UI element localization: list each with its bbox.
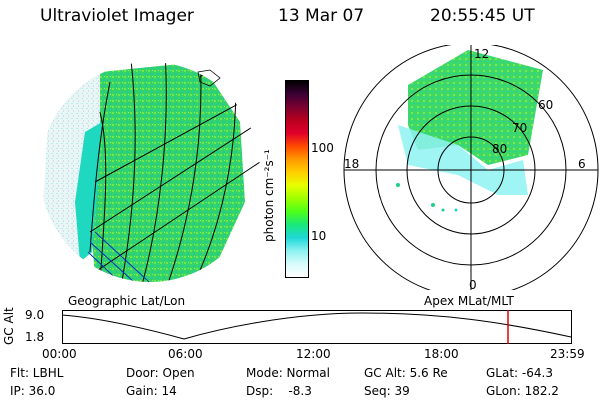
info-flt: Flt: LBHL <box>10 366 64 380</box>
info-ip: IP: 36.0 <box>10 384 56 398</box>
observation-time: 20:55:45 UT <box>430 6 535 26</box>
mlat-label-70: 70 <box>512 121 528 135</box>
colorbar-tick-10: 10 <box>311 229 327 243</box>
altitude-plot <box>62 310 572 344</box>
info-mode: Mode: Normal <box>246 366 330 380</box>
geographic-image <box>40 62 260 282</box>
mlat-label-80: 80 <box>492 142 508 156</box>
info-gain: Gain: 14 <box>126 384 177 398</box>
colorbar-tick-100: 100 <box>311 141 334 155</box>
altitude-xtick-2359: 23:59 <box>550 347 585 361</box>
mlt-label-12: 12 <box>474 47 490 61</box>
right-panel-caption: Apex MLat/MLT <box>424 294 514 308</box>
info-gc-alt: GC Alt: 5.6 Re <box>364 366 448 380</box>
polar-image <box>343 45 599 290</box>
altitude-curve <box>62 312 572 340</box>
left-panel-caption: Geographic Lat/Lon <box>68 294 186 308</box>
altitude-xtick-0000: 00:00 <box>42 347 77 361</box>
info-seq: Seq: 39 <box>364 384 410 398</box>
altitude-ytick-9: 9.0 <box>25 308 45 322</box>
info-dsp: Dsp: -8.3 <box>246 384 312 398</box>
colorbar-unit-label: photon cm⁻²s⁻¹ <box>262 149 276 242</box>
mlt-label-6: 6 <box>578 157 586 171</box>
altitude-ytick-1.8: 1.8 <box>25 330 45 344</box>
altitude-ylabel: GC Alt <box>2 307 16 345</box>
mlt-label-18: 18 <box>344 157 360 171</box>
altitude-xtick-1200: 12:00 <box>296 347 331 361</box>
observation-date: 13 Mar 07 <box>278 6 365 26</box>
info-glon: GLon: 182.2 <box>486 384 559 398</box>
info-door: Door: Open <box>126 366 195 380</box>
instrument-title: Ultraviolet Imager <box>40 6 194 26</box>
altitude-xtick-0600: 06:00 <box>168 347 203 361</box>
info-glat: GLat: -64.3 <box>486 366 553 380</box>
mlat-label-60: 60 <box>538 98 554 112</box>
mlt-label-0: 0 <box>469 278 477 292</box>
colorbar <box>285 80 309 278</box>
altitude-xtick-1800: 18:00 <box>424 347 459 361</box>
